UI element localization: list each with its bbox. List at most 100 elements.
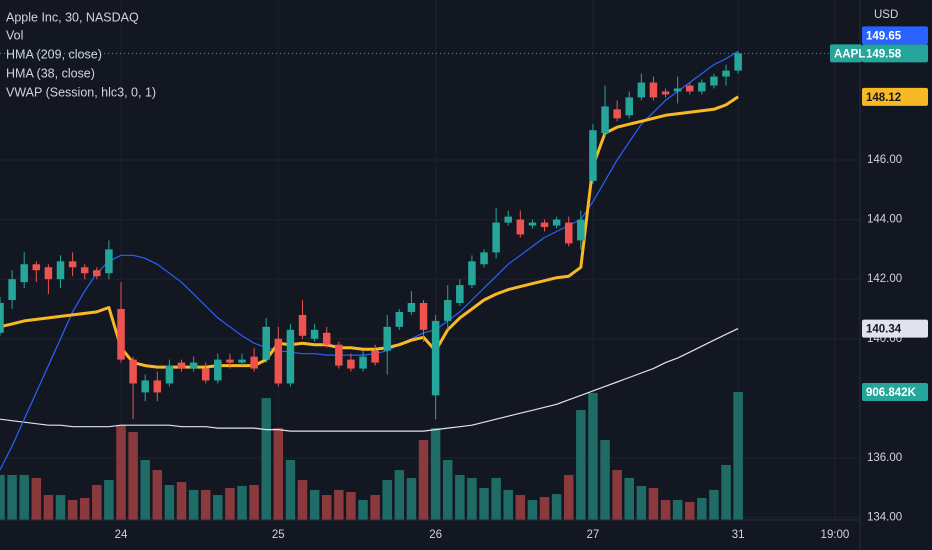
- candle-body: [93, 270, 101, 277]
- candle-body: [20, 264, 28, 283]
- candle-body: [613, 109, 621, 119]
- volume-bar: [442, 460, 453, 520]
- candle-body: [165, 365, 174, 384]
- volume-bar: [406, 477, 417, 520]
- candle-body: [722, 70, 730, 77]
- currency: USD: [874, 9, 898, 21]
- volume-bar: [128, 432, 138, 520]
- volume-bar: [249, 484, 259, 520]
- legend-volume: Vol: [6, 28, 23, 42]
- candle-body: [0, 303, 4, 333]
- volume-bar: [225, 487, 235, 520]
- x-tick-label: 26: [429, 529, 442, 541]
- last-price-tag-bg: [862, 44, 928, 63]
- volume-bar: [600, 439, 610, 520]
- volume-bar: [67, 499, 78, 520]
- legend-hma209: HMA (209, close): [6, 47, 102, 61]
- candle-body: [371, 350, 379, 363]
- candle-body: [322, 332, 331, 345]
- candle-body: [153, 380, 162, 393]
- legend-hma38: HMA (38, close): [6, 66, 95, 80]
- volume-bar: [697, 497, 707, 520]
- candle-body: [540, 222, 549, 228]
- candle-body: [407, 303, 416, 312]
- y-tick-label: 134.00: [867, 512, 902, 524]
- volume-bar: [19, 474, 29, 520]
- candle-body: [734, 53, 742, 71]
- candle-body: [238, 359, 246, 363]
- last-price-tag: 149.58: [866, 48, 902, 60]
- volume-bar: [515, 495, 526, 520]
- candle-body: [710, 76, 718, 86]
- x-tick-label: 24: [115, 529, 128, 541]
- volume-bar: [684, 501, 695, 520]
- y-tick-label: 144.00: [867, 214, 902, 226]
- volume-bar: [709, 489, 719, 520]
- candle-body: [516, 219, 525, 235]
- volume-bar: [152, 470, 163, 520]
- candle-body: [443, 300, 452, 321]
- candle-body: [625, 97, 633, 116]
- candle-body: [492, 222, 500, 253]
- volume-bar: [104, 480, 114, 520]
- volume-bar: [479, 487, 489, 520]
- volume-bar: [31, 477, 42, 520]
- candle-body: [8, 279, 16, 301]
- indicator-tag-bg: [862, 319, 928, 338]
- candle-body: [286, 329, 295, 384]
- volume-bar: [491, 477, 501, 520]
- volume-bar: [273, 427, 284, 520]
- y-tick-label: 146.00: [867, 154, 902, 166]
- volume-bar: [588, 392, 598, 520]
- volume-bar: [358, 499, 368, 520]
- indicator-tag-bg: [862, 26, 928, 45]
- volume-bar: [79, 497, 90, 520]
- volume-bar: [624, 477, 634, 520]
- volume-bar: [612, 470, 622, 520]
- candle-body: [262, 326, 270, 360]
- volume-bar: [261, 398, 271, 520]
- candle-body: [468, 261, 476, 286]
- volume-bar: [660, 499, 671, 520]
- volume-bar: [0, 474, 5, 520]
- candle-body: [117, 308, 125, 360]
- volume-bar: [467, 477, 477, 520]
- volume-bar: [164, 484, 175, 520]
- candle-body: [226, 359, 234, 363]
- candle-body: [698, 82, 706, 92]
- x-tick-label: 31: [732, 529, 745, 541]
- legend-vwap: VWAP (Session, hlc3, 0, 1): [6, 85, 156, 99]
- candle-body: [395, 311, 404, 327]
- candle-body: [685, 85, 694, 92]
- volume-bar: [539, 496, 550, 520]
- indicator-tag: 148.12: [866, 92, 901, 104]
- volume-bar: [636, 485, 647, 520]
- candle-body: [80, 267, 89, 274]
- candle-body: [589, 130, 597, 181]
- volume-bar: [200, 489, 211, 520]
- symbol-tag: AAPL: [834, 48, 865, 60]
- volume-bar: [563, 474, 574, 520]
- candle-body: [214, 359, 222, 381]
- candle-body: [552, 219, 561, 226]
- candle-body: [419, 303, 428, 330]
- candle-body: [44, 267, 53, 280]
- volume-bar: [321, 495, 332, 520]
- volume-bar: [430, 427, 441, 520]
- candle-body: [431, 320, 440, 396]
- x-tick-label: 19:00: [821, 529, 850, 541]
- volume-bar: [733, 391, 743, 520]
- candle-body: [601, 106, 609, 134]
- volume-bar: [176, 482, 187, 520]
- volume-bar: [116, 425, 126, 520]
- candle-body: [189, 362, 198, 369]
- indicator-line: [0, 328, 739, 432]
- volume-tag-bg: [862, 382, 928, 401]
- candle-body: [528, 222, 537, 226]
- candle-body: [310, 329, 319, 339]
- volume-bar: [346, 492, 356, 520]
- candle-body: [564, 222, 573, 244]
- volume-bar: [382, 480, 392, 520]
- volume-bar: [721, 464, 731, 520]
